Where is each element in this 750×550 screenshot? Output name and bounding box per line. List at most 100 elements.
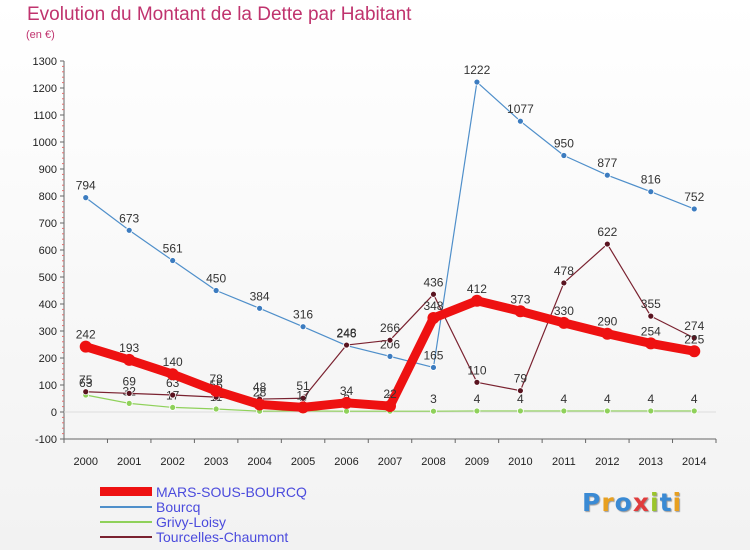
data-point-grivy-loisy [690,407,698,415]
legend-swatch-bourcq [100,505,152,508]
data-label-grivy-loisy: 4 [474,392,481,406]
legend-item-grivy-loisy: Grivy-Loisy [100,514,307,530]
data-point-bourcq [125,226,133,234]
y-tick-label: 700 [39,218,57,230]
x-tick-label: 2003 [204,456,228,468]
data-point-grivy-loisy [647,407,655,415]
data-point-mars-sous-bourcq [253,398,266,411]
data-label-mars-sous-bourcq: 254 [641,324,661,338]
data-point-mars-sous-bourcq [79,340,92,353]
y-tick-label: 600 [39,245,57,257]
data-point-tourcelles-chaumont [343,341,350,349]
chart-title: Evolution du Montant de la Dette par Hab… [27,4,412,25]
data-label-bourcq: 165 [423,348,443,362]
data-label-tourcelles-chaumont: 274 [684,319,704,333]
data-point-grivy-loisy [125,399,133,407]
legend-item-bourcq: Bourcq [100,498,307,515]
x-tick-label: 2008 [421,456,445,468]
data-label-mars-sous-bourcq: 28 [253,385,267,399]
data-point-mars-sous-bourcq [123,353,136,366]
y-tick-label: 100 [39,380,57,392]
data-point-grivy-loisy [169,404,177,411]
data-label-bourcq: 316 [293,308,313,322]
data-point-tourcelles-chaumont [82,388,90,396]
data-label-grivy-loisy: 4 [647,392,654,406]
data-label-bourcq: 816 [641,173,661,187]
data-point-tourcelles-chaumont [299,394,307,402]
data-label-mars-sous-bourcq: 34 [340,384,354,398]
data-point-bourcq [517,117,524,125]
data-label-grivy-loisy: 4 [517,392,524,406]
data-label-tourcelles-chaumont: 79 [514,372,528,386]
data-label-tourcelles-chaumont: 478 [554,264,574,278]
x-tick-label: 2009 [465,456,489,468]
x-tick-label: 2005 [291,456,315,468]
data-label-tourcelles-chaumont: 110 [467,363,486,377]
logo-letter: P [582,488,602,517]
y-tick-label: 1100 [33,110,57,122]
data-point-bourcq [647,188,655,196]
data-label-mars-sous-bourcq: 225 [684,332,704,346]
data-point-bourcq [430,364,437,371]
data-label-tourcelles-chaumont: 266 [380,321,400,335]
logo-letter: i [672,488,683,517]
data-point-grivy-loisy [517,407,524,415]
data-point-bourcq [169,257,177,264]
data-label-bourcq: 752 [684,190,704,204]
legend-swatch-tourcelles-chaumont [100,535,152,538]
data-label-mars-sous-bourcq: 193 [119,341,139,355]
data-point-tourcelles-chaumont [430,290,437,298]
data-label-bourcq: 1222 [464,63,491,77]
logo-letter: o [614,488,633,517]
data-point-bourcq [386,352,394,360]
data-label-tourcelles-chaumont: 436 [423,275,443,289]
data-point-mars-sous-bourcq [340,396,353,409]
x-tick-label: 2001 [117,456,141,468]
legend-item-tourcelles-chaumont: Tourcelles-Chaumont [100,529,307,545]
legend-swatch-mars-sous-bourcq [100,487,152,496]
data-label-bourcq: 384 [250,289,270,303]
data-point-grivy-loisy [560,407,568,415]
data-point-mars-sous-bourcq [514,305,527,318]
data-label-mars-sous-bourcq: 242 [76,328,96,342]
data-label-bourcq: 950 [554,137,574,151]
data-label-mars-sous-bourcq: 78 [209,372,223,386]
data-point-mars-sous-bourcq [644,337,657,350]
data-label-tourcelles-chaumont: 48 [253,380,267,394]
data-point-mars-sous-bourcq [166,368,179,381]
data-label-bourcq: 794 [76,179,96,193]
proxiti-logo[interactable]: Proxiti [582,488,682,517]
data-point-mars-sous-bourcq [470,294,483,307]
data-point-bourcq [256,304,264,312]
x-tick-label: 2010 [508,456,532,468]
data-label-mars-sous-bourcq: 412 [467,282,487,296]
data-label-mars-sous-bourcq: 140 [163,355,183,369]
x-tick-label: 2006 [334,456,358,468]
data-point-mars-sous-bourcq [384,400,396,413]
logo-letter: r [601,488,615,517]
data-point-grivy-loisy [430,407,437,415]
data-label-bourcq: 450 [206,272,226,286]
data-point-bourcq [473,78,481,86]
data-point-mars-sous-bourcq [210,384,223,397]
data-point-tourcelles-chaumont [603,240,611,248]
data-point-bourcq [212,287,220,294]
y-tick-label: 300 [39,326,57,338]
data-point-grivy-loisy [343,407,350,415]
logo-letter: x [632,488,650,517]
data-label-mars-sous-bourcq: 373 [510,292,530,306]
chart-unit: (en €) [26,29,55,41]
data-label-grivy-loisy: 4 [561,392,568,406]
data-label-grivy-loisy: 3 [430,392,437,406]
data-point-bourcq [299,323,307,331]
data-point-tourcelles-chaumont [690,334,698,342]
legend-label: Bourcq [156,498,201,515]
data-label-bourcq: 1077 [507,102,534,116]
data-label-grivy-loisy: 4 [604,392,611,406]
data-point-grivy-loisy [473,407,481,415]
data-label-mars-sous-bourcq: 290 [597,315,617,329]
data-label-tourcelles-chaumont: 355 [641,297,661,311]
data-point-bourcq [560,152,568,159]
data-label-mars-sous-bourcq: 330 [554,304,574,318]
